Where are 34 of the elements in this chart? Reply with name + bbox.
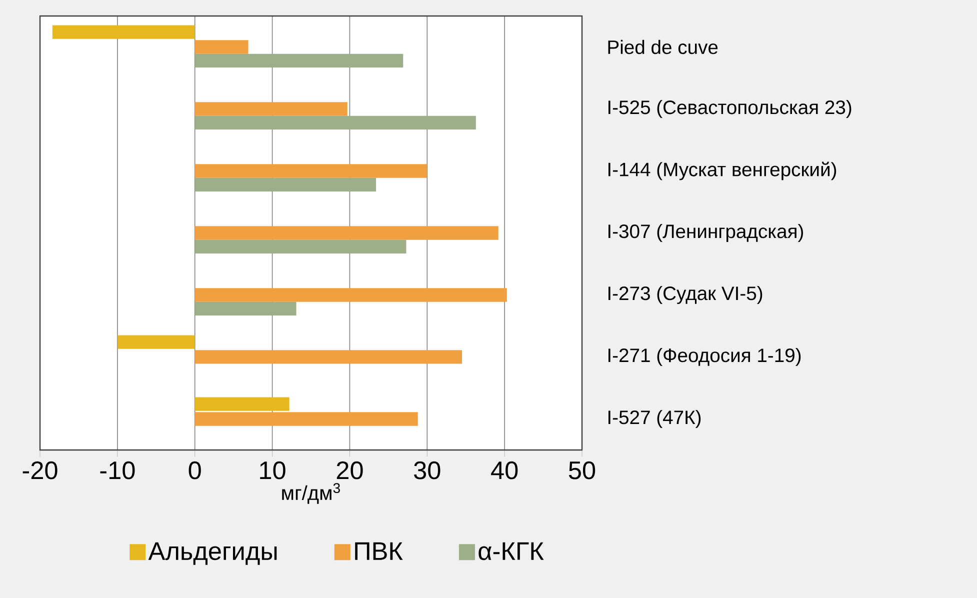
bar [194,350,462,364]
x-tick-label: 10 [260,461,286,480]
y-tick-label: I-144 (Мускат венгерский) [608,162,836,180]
x-tick-label: 40 [491,461,518,480]
legend-label: Альдегиды [148,542,277,565]
legend-label: ПВК [355,542,403,560]
bar [117,335,195,349]
y-tick-label: I-525 (Севастопольская 23) [608,100,852,118]
bar [194,226,498,240]
bar [194,288,507,302]
bar [194,302,296,316]
x-tick-label: -20 [22,461,58,480]
y-tick-label: Pied de cuve [608,40,718,54]
y-tick-label: I-527 (47К) [608,410,701,428]
bar [194,116,476,130]
x-axis-title: мг/дм$^{3}$ [282,483,340,504]
x-tick-label: 50 [568,461,596,480]
bar [194,164,428,178]
x-tick-label: 30 [414,461,440,480]
bar [194,397,290,411]
y-tick-label: I-307 (Ленинградская) [608,224,804,242]
bar [194,412,418,426]
x-tick-label: 20 [336,461,363,480]
bar [194,54,404,68]
y-tick-label: I-271 (Феодосия 1-19) [608,348,801,366]
bar [194,178,376,192]
bar [52,25,195,39]
y-tick-label: I-273 (Судак VI-5) [608,286,762,304]
legend-label: α-КГК [478,542,544,560]
bar [194,40,248,54]
bar [194,102,348,116]
x-tick-label: 0 [188,461,201,480]
x-tick-label: -10 [100,461,135,480]
bar [194,240,406,254]
